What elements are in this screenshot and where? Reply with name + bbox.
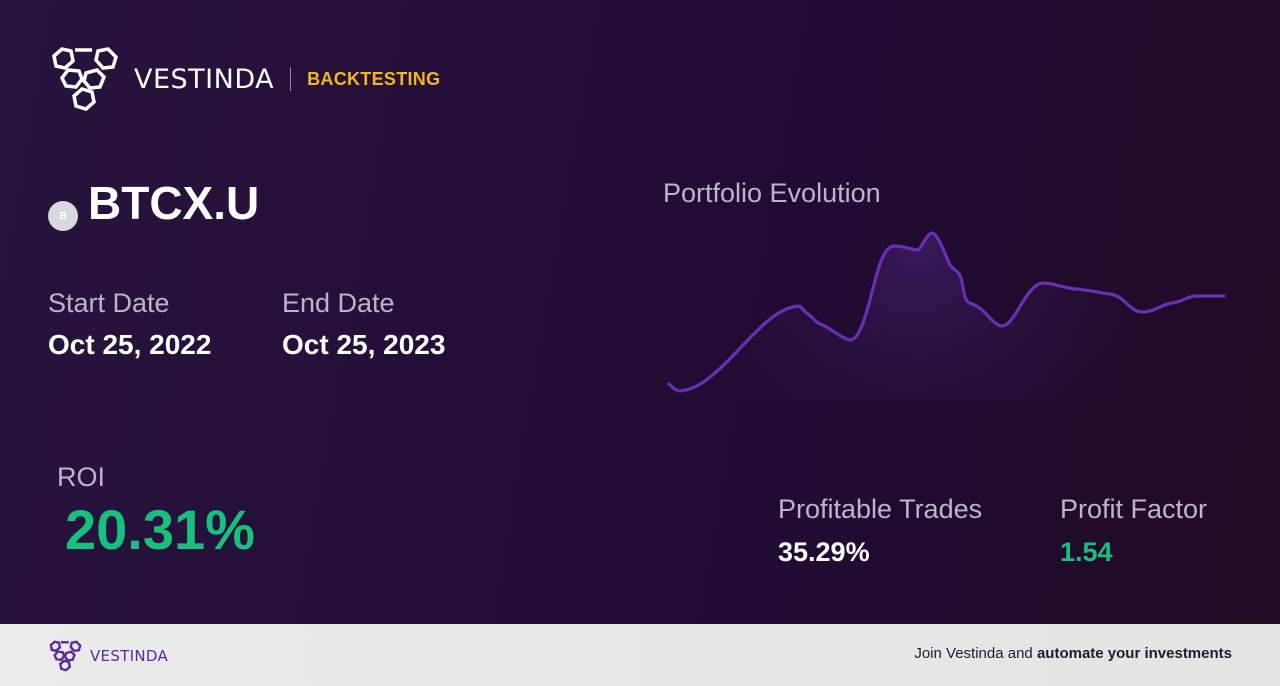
start-date-label: Start Date bbox=[48, 288, 170, 318]
profit-factor-value: 1.54 bbox=[1060, 537, 1113, 567]
roi-label: ROI bbox=[57, 462, 106, 492]
end-date-value: Oct 25, 2023 bbox=[282, 329, 446, 360]
chart-area-fill bbox=[669, 233, 1224, 400]
profitable-trades-value: 35.29% bbox=[778, 537, 870, 567]
footer-cta-prefix: Join Vestinda and bbox=[914, 645, 1037, 662]
chart-line bbox=[667, 231, 1226, 393]
asset-header: B BTCX.U bbox=[48, 177, 260, 231]
footer-bar: VESTINDA Join Vestinda and automate your… bbox=[0, 624, 1280, 686]
header-logo[interactable]: VESTINDA BACKTESTING bbox=[48, 46, 440, 112]
footer-cta[interactable]: Join Vestinda and automate your investme… bbox=[914, 645, 1232, 662]
end-date-block: End Date Oct 25, 2023 bbox=[282, 286, 445, 362]
brand-name: VESTINDA bbox=[134, 63, 275, 95]
header-divider bbox=[290, 67, 292, 91]
backtest-card: VESTINDA BACKTESTING B BTCX.U Start Date… bbox=[0, 0, 1280, 624]
hexagon-cluster-logo-icon bbox=[52, 47, 118, 111]
profit-factor-label: Profit Factor bbox=[1060, 494, 1208, 524]
start-date-value: Oct 25, 2022 bbox=[48, 329, 212, 360]
asset-badge-icon: B bbox=[48, 201, 78, 231]
footer-cta-bold: automate your investments bbox=[1036, 645, 1232, 662]
asset-ticker: BTCX.U bbox=[88, 177, 260, 229]
profitable-trades-label: Profitable Trades bbox=[778, 494, 983, 524]
portfolio-evolution-chart bbox=[667, 231, 1226, 400]
roi-block: ROI 20.31% bbox=[57, 460, 255, 562]
end-date-label: End Date bbox=[282, 288, 395, 318]
section-label: BACKTESTING bbox=[307, 68, 441, 89]
profit-factor-block: Profit Factor 1.54 bbox=[1060, 492, 1207, 568]
start-date-block: Start Date Oct 25, 2022 bbox=[48, 286, 211, 362]
footer-logo[interactable]: VESTINDA bbox=[48, 640, 168, 672]
profitable-trades-block: Profitable Trades 35.29% bbox=[778, 492, 982, 568]
hexagon-cluster-logo-icon bbox=[49, 640, 82, 672]
roi-value: 20.31% bbox=[65, 498, 255, 561]
footer-brand-name: VESTINDA bbox=[90, 647, 169, 665]
chart-title: Portfolio Evolution bbox=[663, 178, 881, 208]
